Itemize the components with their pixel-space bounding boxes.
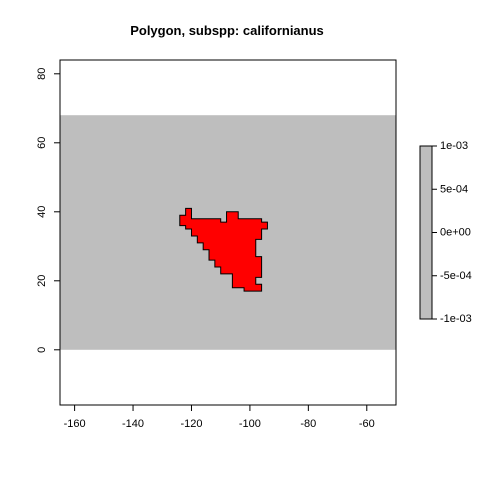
x-axis: -160 -140 -120 -100 -80 -60 xyxy=(64,405,375,430)
y-tick-label: 60 xyxy=(36,137,48,149)
legend-tick-label: -1e-03 xyxy=(440,313,472,325)
plot-border xyxy=(59,59,397,406)
x-tick-label: -100 xyxy=(239,418,261,430)
legend-tick-label: -5e-04 xyxy=(440,270,472,282)
plot-area xyxy=(59,59,397,406)
y-tick-label: 20 xyxy=(36,275,48,287)
legend-colorbar: 1e-03 5e-04 0e+00 -5e-04 -1e-03 xyxy=(419,140,472,325)
legend-tick-label: 1e-03 xyxy=(440,140,468,152)
x-tick-label: -140 xyxy=(122,418,144,430)
legend-tick-label: 0e+00 xyxy=(440,227,471,239)
chart-title: Polygon, subspp: californianus xyxy=(130,23,324,38)
x-tick-label: -80 xyxy=(300,418,316,430)
y-tick-label: 80 xyxy=(36,68,48,80)
y-axis: 0 20 40 60 80 xyxy=(36,68,60,353)
x-tick-label: -120 xyxy=(180,418,202,430)
x-tick-label: -60 xyxy=(359,418,375,430)
colorbar xyxy=(419,145,433,320)
x-tick-label: -160 xyxy=(64,418,86,430)
range-polygon xyxy=(179,207,268,292)
legend-tick-label: 5e-04 xyxy=(440,183,468,195)
y-tick-label: 40 xyxy=(36,206,48,218)
y-tick-label: 0 xyxy=(36,347,48,353)
